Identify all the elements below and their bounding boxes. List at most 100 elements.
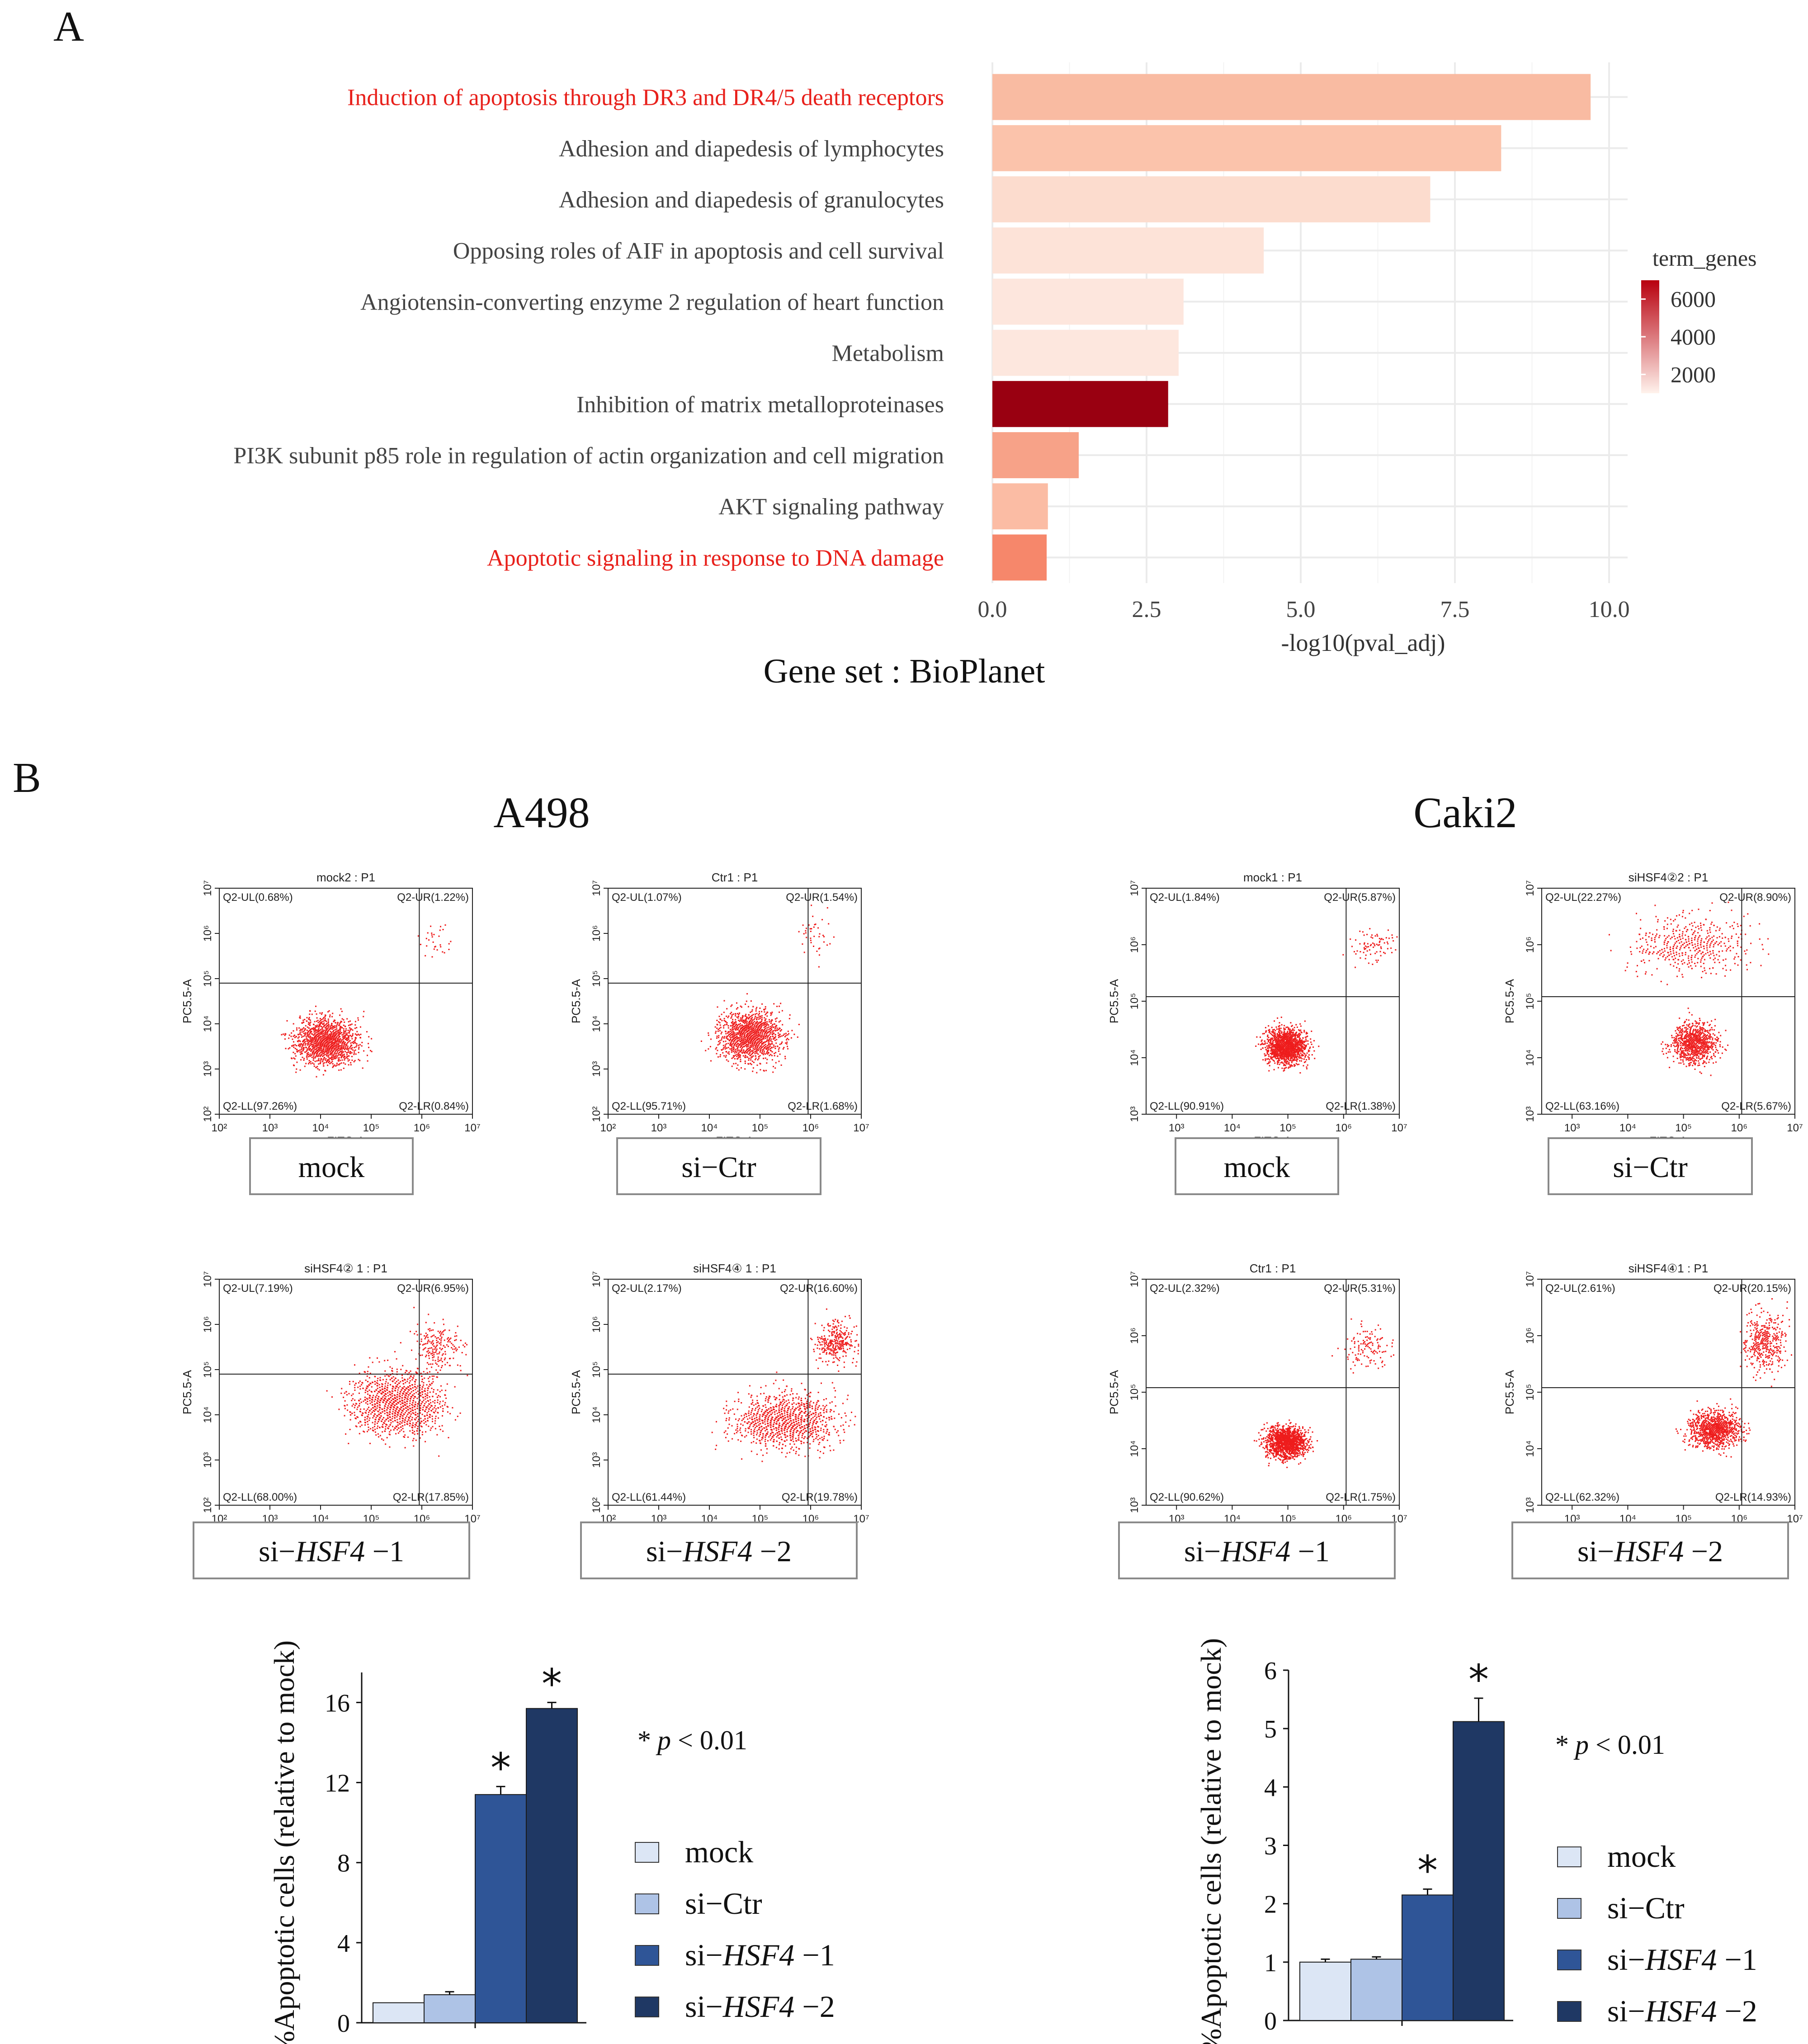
flow-dot <box>1291 1053 1293 1055</box>
flow-dot <box>1285 1050 1287 1052</box>
flow-dot <box>1290 1046 1292 1048</box>
flow-dot <box>343 1028 345 1030</box>
flow-dot <box>336 1041 338 1043</box>
flow-dot <box>1283 1052 1285 1054</box>
flow-dot <box>348 1036 349 1037</box>
flow-dot <box>1309 1046 1311 1048</box>
flow-dot <box>1303 1030 1305 1031</box>
flow-dot <box>724 1044 726 1046</box>
flow-dot <box>350 1064 352 1066</box>
flow-dot <box>308 1060 310 1061</box>
flow-dot <box>350 1062 352 1064</box>
flow-dot <box>813 936 815 937</box>
flow-dot <box>339 1034 340 1036</box>
x-tick-label: 10³ <box>262 1122 278 1134</box>
flow-dot <box>1277 1038 1279 1040</box>
x-tick-label: 10³ <box>651 1122 667 1134</box>
flow-dot <box>1297 1034 1299 1036</box>
x-tick-label: 10⁶ <box>414 1122 430 1134</box>
flow-dot <box>773 1003 775 1005</box>
flow-dot <box>328 1058 330 1060</box>
flow-dot <box>1295 1055 1297 1057</box>
flow-dot <box>725 1041 727 1042</box>
flow-dot <box>734 1022 736 1024</box>
flow-dot <box>1310 1041 1312 1043</box>
flow-dot <box>1275 1034 1276 1036</box>
flow-dot <box>1342 954 1344 956</box>
flow-dot <box>754 1023 756 1025</box>
flow-dot <box>735 1050 736 1052</box>
flow-dot <box>319 1012 321 1014</box>
flow-dot <box>288 1034 290 1036</box>
flow-dot <box>1688 1058 1690 1060</box>
flow-dot <box>1306 1036 1308 1038</box>
flow-dot <box>289 1047 291 1049</box>
flow-dot <box>335 1026 337 1028</box>
flow-dot <box>1280 1030 1282 1032</box>
flow-dot <box>733 1023 735 1025</box>
flow-dot <box>340 1049 341 1050</box>
flow-dot <box>1275 1054 1276 1056</box>
flow-dot <box>1279 1035 1280 1037</box>
flow-dot <box>321 1012 323 1014</box>
flow-dot <box>316 1066 318 1068</box>
flow-dot <box>1291 1043 1293 1045</box>
flow-dot <box>1354 951 1355 952</box>
flow-dot <box>309 1010 311 1012</box>
flow-dot <box>1296 1041 1298 1043</box>
flow-dot <box>1299 1034 1301 1036</box>
flow-dot <box>750 1041 752 1043</box>
flow-dot <box>750 1016 752 1017</box>
flow-dot <box>751 1025 753 1027</box>
flow-dot <box>1717 1039 1719 1041</box>
flow-dot <box>770 1022 772 1024</box>
flow-dot <box>725 1055 727 1056</box>
flow-dot <box>305 1032 307 1034</box>
flow-dot <box>1705 1049 1707 1051</box>
flow-dot <box>335 1065 337 1067</box>
flow-dot <box>347 1060 349 1062</box>
flow-dot <box>431 936 433 938</box>
flow-dot <box>1285 1059 1287 1061</box>
flow-dot <box>332 1013 334 1014</box>
flow-dot <box>730 1043 732 1045</box>
flow-dot <box>349 1046 351 1047</box>
flow-dot <box>320 1063 321 1064</box>
flow-dot <box>731 1046 733 1047</box>
flow-dot <box>298 1027 300 1029</box>
flow-dot <box>739 1020 741 1022</box>
flow-dot <box>1279 1052 1281 1054</box>
flow-dot <box>336 1025 338 1027</box>
flow-dot <box>736 1050 738 1052</box>
flow-dot <box>1388 929 1389 931</box>
flow-dot <box>747 1045 749 1047</box>
flow-dot <box>1278 1030 1280 1032</box>
flow-dot <box>1376 933 1378 935</box>
flow-dot <box>1270 1058 1272 1059</box>
flow-dot <box>1692 1054 1694 1055</box>
flow-dot <box>730 1037 732 1039</box>
flow-dot <box>314 1037 316 1039</box>
flow-dot <box>318 1058 320 1060</box>
flow-dot <box>323 1057 325 1059</box>
flow-dot <box>793 1033 795 1035</box>
flow-dot <box>1709 1038 1711 1040</box>
flow-dot <box>1288 1048 1289 1050</box>
flow-dot <box>368 1046 369 1048</box>
flow-dot <box>326 1050 328 1052</box>
flow-dot <box>1286 1050 1288 1052</box>
flow-dot <box>750 1019 751 1021</box>
flow-dot <box>358 1059 359 1060</box>
flow-dot <box>1378 937 1380 939</box>
flow-dot <box>1290 1048 1292 1050</box>
flow-dot <box>327 1060 329 1061</box>
flow-dot <box>1291 1060 1293 1062</box>
flow-dot <box>332 1031 334 1033</box>
flow-dot <box>1279 1036 1280 1038</box>
flow-dot <box>1297 1051 1298 1053</box>
flow-dot <box>714 1026 716 1028</box>
flow-dot <box>331 1048 333 1050</box>
flow-dot <box>326 1022 328 1024</box>
flow-dot <box>1701 1047 1703 1049</box>
